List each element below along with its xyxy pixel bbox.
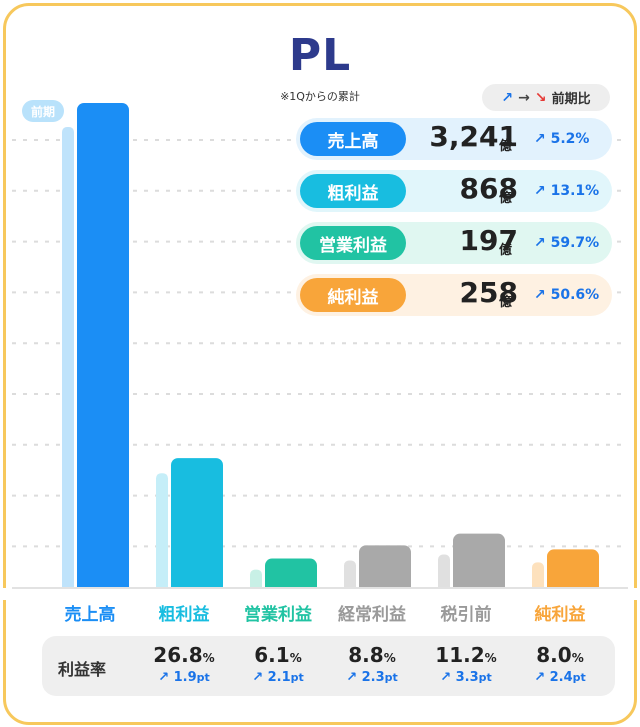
margin-change-net: ↗ 2.4pt <box>534 670 586 685</box>
margin-change-operating: ↗ 2.1pt <box>252 670 304 685</box>
card-gross-change: ↗ 13.1% <box>534 183 600 199</box>
card-gross-value: 868 <box>459 172 518 205</box>
margin-net: 8.0% <box>536 643 584 667</box>
card-sales: 売上高 3,241 億 ↗ 5.2% <box>296 118 612 160</box>
card-operating-value: 197 <box>459 224 518 257</box>
right-arrow-icon: → <box>518 89 530 106</box>
margin-change-pretax: ↗ 3.3pt <box>440 670 492 685</box>
yoy-legend: ↗ → ↘ 前期比 <box>482 84 610 111</box>
margin-change-ordinary: ↗ 2.3pt <box>346 670 398 685</box>
margin-gross: 26.8% <box>153 643 215 667</box>
bar-previous-net <box>532 562 544 594</box>
previous-period-tag: 前期 <box>22 100 64 122</box>
chart-subtitle: ※1Qからの累計 <box>280 90 360 103</box>
profit-margin-panel <box>42 636 615 696</box>
card-sales-unit: 億 <box>499 139 513 154</box>
bar-previous-gross <box>156 473 168 594</box>
down-arrow-icon: ↘ <box>534 89 547 106</box>
card-sales-label: 売上高 <box>300 122 406 156</box>
card-operating-label: 営業利益 <box>300 226 406 260</box>
card-net-change: ↗ 50.6% <box>534 287 600 303</box>
card-net: 純利益 258 億 ↗ 50.6% <box>296 274 612 316</box>
category-label-net: 純利益 <box>534 605 586 625</box>
category-label-pretax: 税引前 <box>440 605 492 625</box>
up-arrow-icon: ↗ <box>501 89 514 106</box>
bar-current-net <box>547 549 599 594</box>
bar-current-ordinary <box>359 545 411 594</box>
card-operating-unit: 億 <box>499 243 513 258</box>
category-label-gross: 粗利益 <box>158 605 210 625</box>
baseline-mask <box>0 588 640 600</box>
category-label-ordinary: 経常利益 <box>338 605 406 625</box>
card-net-label: 純利益 <box>300 278 406 312</box>
profit-margin-title: 利益率 <box>58 660 107 679</box>
card-gross: 粗利益 868 億 ↗ 13.1% <box>296 170 612 212</box>
margin-operating: 6.1% <box>254 643 302 667</box>
margin-change-gross: ↗ 1.9pt <box>158 670 210 685</box>
bar-previous-ordinary <box>344 560 356 594</box>
card-operating-change: ↗ 59.7% <box>534 235 600 251</box>
bar-current-pretax <box>453 533 505 594</box>
card-net-unit: 億 <box>499 295 513 310</box>
margin-pretax: 11.2% <box>435 643 497 667</box>
card-gross-label: 粗利益 <box>300 174 406 208</box>
bar-current-gross <box>171 458 223 594</box>
card-sales-value: 3,241 <box>429 120 518 153</box>
card-sales-change: ↗ 5.2% <box>534 131 590 147</box>
yoy-legend-label: 前期比 <box>551 92 591 107</box>
bar-current-operating <box>265 558 317 594</box>
category-label-operating: 営業利益 <box>244 605 312 625</box>
bar-chart <box>0 103 640 600</box>
card-operating: 営業利益 197 億 ↗ 59.7% <box>296 222 612 264</box>
bar-current-sales <box>77 103 129 594</box>
card-gross-unit: 億 <box>499 191 513 206</box>
chart-title: PL <box>288 30 352 81</box>
category-label-sales: 売上高 <box>64 605 116 625</box>
bar-previous-pretax <box>438 554 450 594</box>
card-net-value: 258 <box>459 276 518 309</box>
bar-previous-sales <box>62 126 74 594</box>
margin-ordinary: 8.8% <box>348 643 396 667</box>
